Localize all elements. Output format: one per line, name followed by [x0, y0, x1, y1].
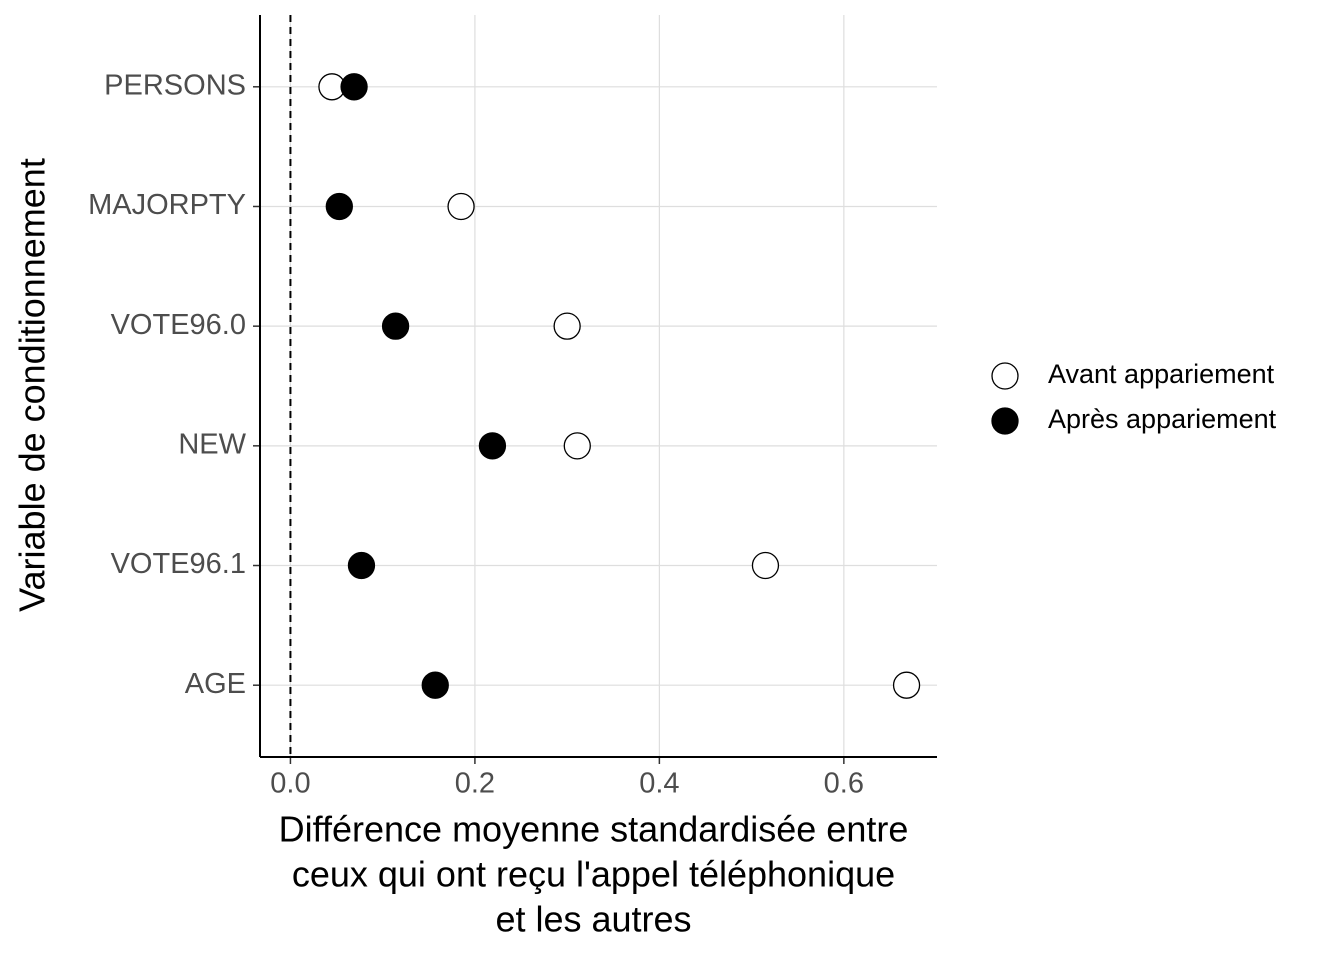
point — [751, 551, 780, 580]
y-tick-label: AGE — [185, 668, 246, 700]
grid — [260, 15, 937, 757]
point — [347, 551, 376, 580]
y-axis-title: Variable de conditionnement — [12, 158, 53, 612]
y-tick-label: MAJORPTY — [88, 189, 246, 221]
x-axis-title: Différence moyenne standardisée entre — [279, 809, 909, 850]
point — [478, 432, 507, 460]
point — [325, 192, 353, 221]
marks — [289, 15, 921, 757]
y-tick-label: VOTE96.1 — [111, 548, 246, 580]
y-tick-label: NEW — [178, 428, 246, 460]
point — [340, 73, 368, 101]
point — [553, 312, 581, 340]
x-tick-label: 0.4 — [639, 768, 679, 800]
legend-label: Avant appariement — [1048, 359, 1275, 389]
point — [447, 192, 475, 221]
point — [421, 671, 449, 699]
y-tick-label: VOTE96.0 — [111, 309, 246, 341]
point — [381, 312, 410, 340]
legend-label: Après appariement — [1048, 404, 1277, 434]
y-tick-label: PERSONS — [104, 69, 246, 101]
x-tick-label: 0.6 — [824, 768, 864, 800]
point — [892, 671, 921, 699]
x-axis-title: ceux qui ont reçu l'appel téléphonique — [292, 854, 895, 895]
x-tick-label: 0.0 — [270, 768, 310, 800]
point — [563, 432, 591, 460]
legend-symbol — [991, 407, 1019, 435]
x-tick-label: 0.2 — [455, 768, 495, 800]
legend-symbol — [991, 362, 1019, 390]
x-axis-title: et les autres — [495, 899, 691, 940]
